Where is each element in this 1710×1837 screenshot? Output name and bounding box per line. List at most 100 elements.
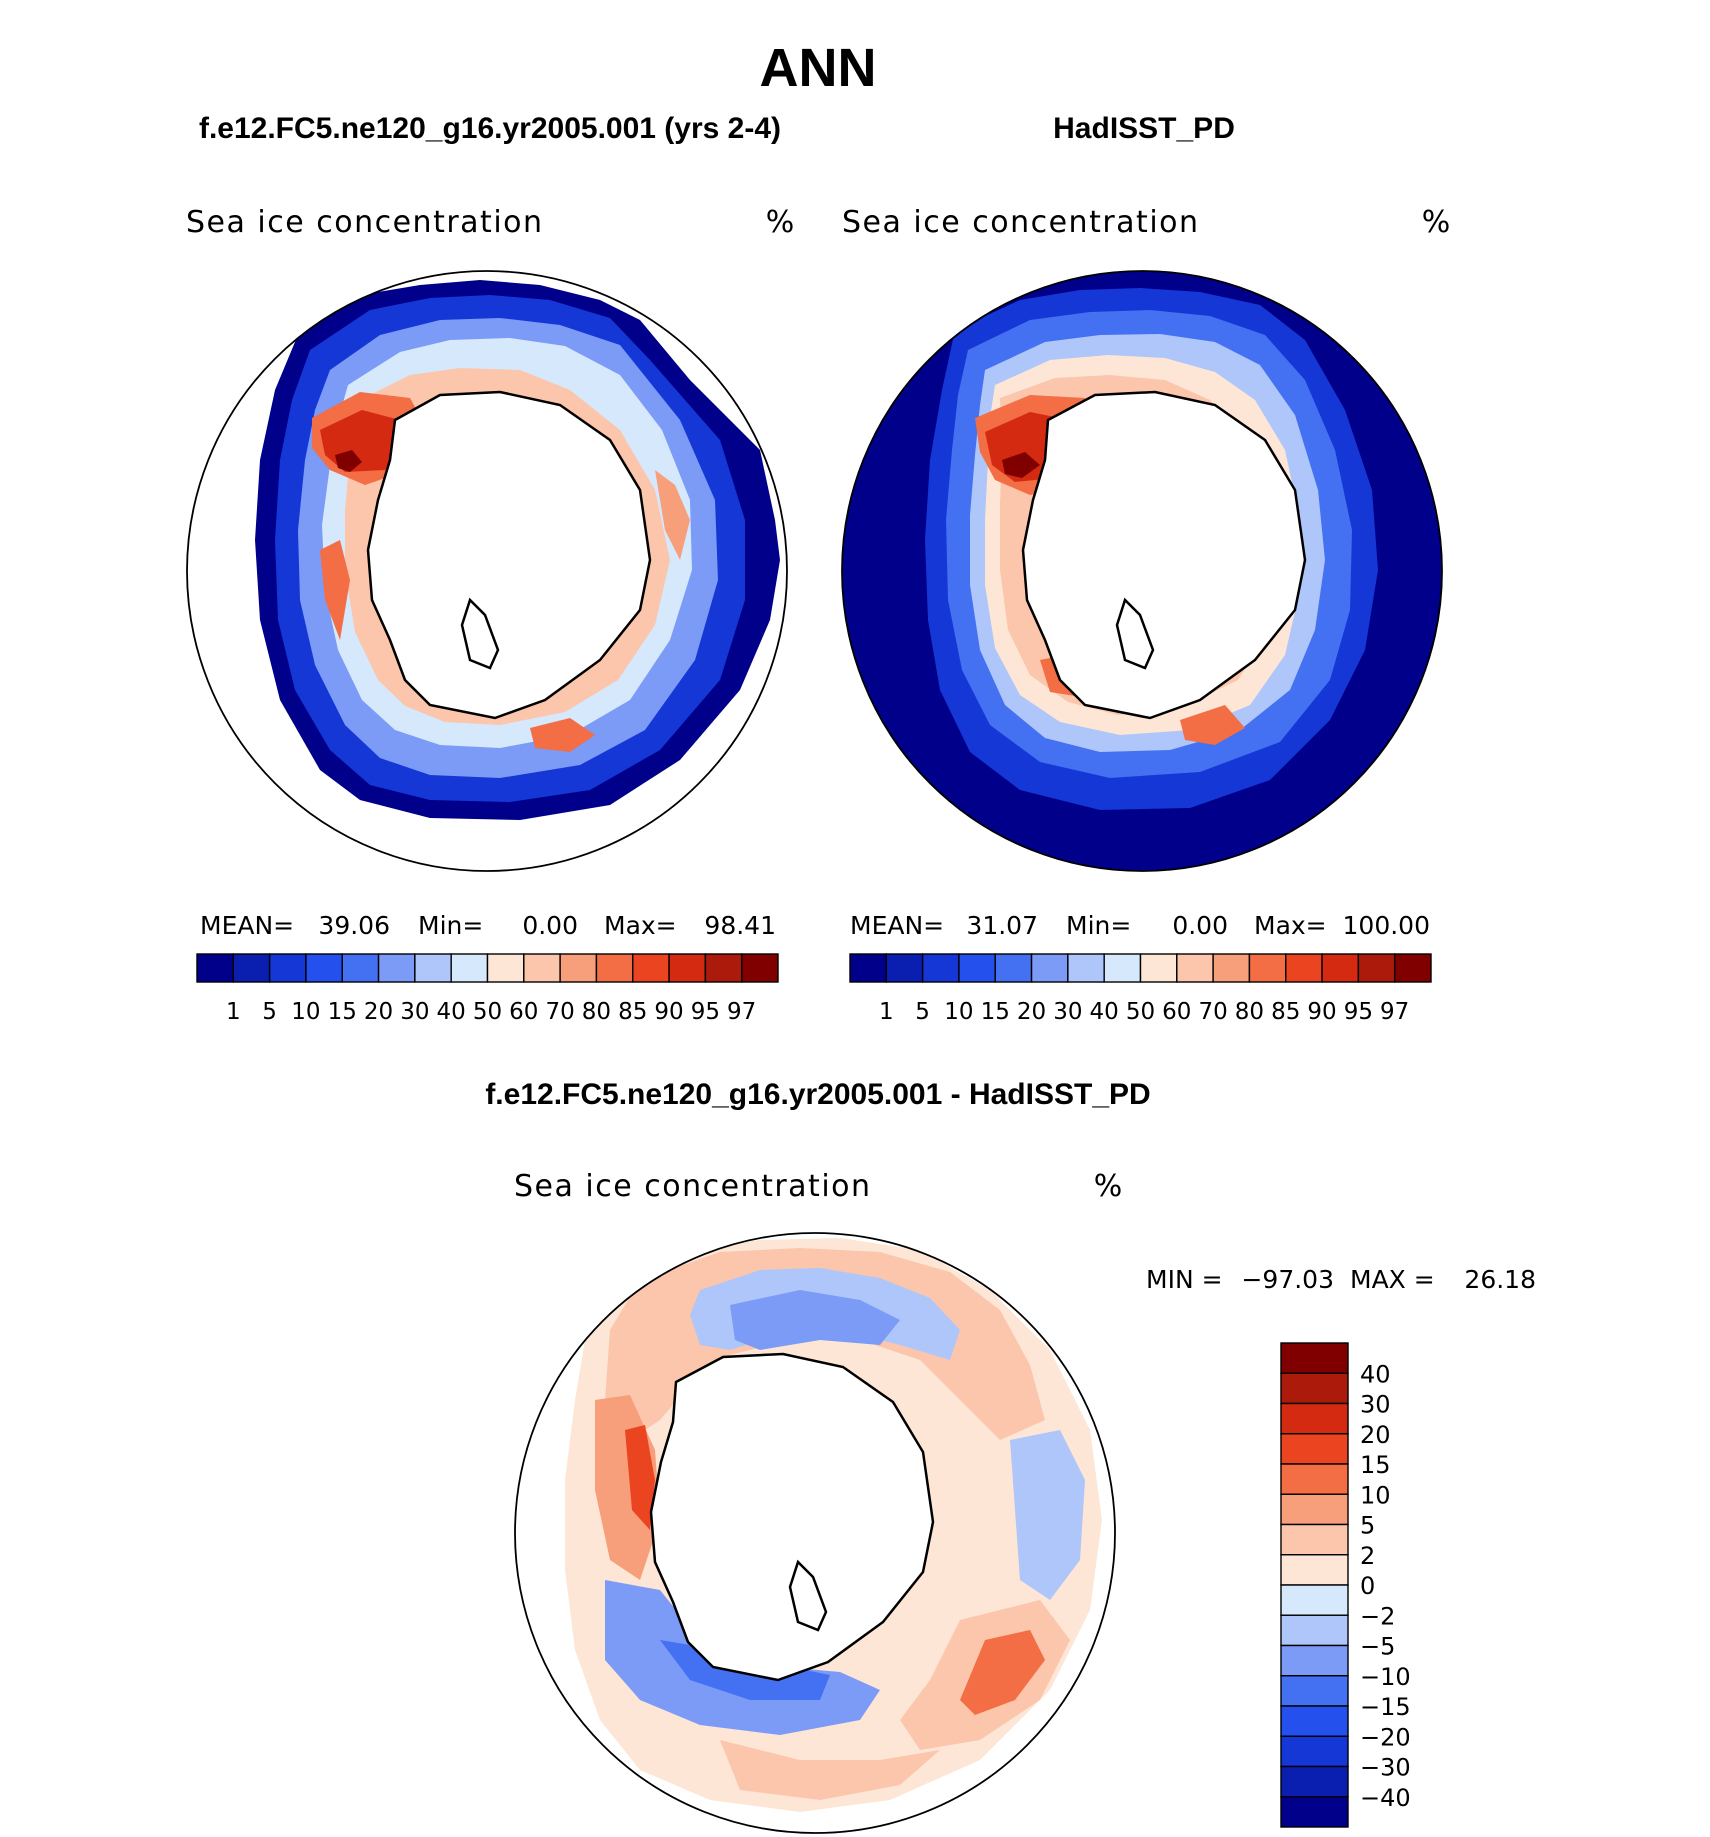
stat-value-max-diff: 26.18 xyxy=(1464,1265,1536,1294)
colorbar-diff-box xyxy=(1280,1554,1349,1586)
colorbar-obs-box xyxy=(1176,953,1214,983)
colorbar-model: 1 5 10 15 20 30 40 50 60 70 80 85 90 95 97 xyxy=(196,953,779,1025)
colorbar-model-tick: 80 xyxy=(582,999,611,1025)
stats-model: MEAN= 39.06 Min= 0.00 Max= 98.41 xyxy=(200,911,776,940)
map-obs xyxy=(841,270,1443,872)
colorbar-obs-tick: 85 xyxy=(1271,999,1300,1025)
colorbar-diff-tick: −40 xyxy=(1360,1784,1411,1812)
colorbar-model-tick: 70 xyxy=(545,999,574,1025)
colorbar-model-box xyxy=(232,953,271,983)
colorbar-model-box xyxy=(740,953,779,983)
colorbar-model-tick: 60 xyxy=(509,999,538,1025)
colorbar-obs-box xyxy=(921,953,960,983)
colorbar-obs-box xyxy=(1321,953,1360,983)
units-label-diff: % xyxy=(1094,1169,1123,1204)
colorbar-model-tick: 50 xyxy=(473,999,502,1025)
colorbar-obs-box xyxy=(1139,953,1178,983)
variable-label-diff: Sea ice concentration xyxy=(514,1169,872,1204)
colorbar-model-box xyxy=(668,953,707,983)
panel-title-model: f.e12.FC5.ne120_g16.yr2005.001 (yrs 2-4) xyxy=(199,112,781,145)
colorbar-obs-box xyxy=(1393,953,1432,983)
colorbar-obs-tick: 70 xyxy=(1198,999,1227,1025)
colorbar-model-tick: 40 xyxy=(437,999,466,1025)
colorbar-model-box xyxy=(341,953,380,983)
colorbar-model-box xyxy=(414,953,452,983)
map-diff xyxy=(514,1232,1116,1834)
stat-value-mean-obs: 31.07 xyxy=(966,911,1038,940)
colorbar-diff-box xyxy=(1280,1765,1349,1798)
panel-title-obs: HadISST_PD xyxy=(1053,112,1235,145)
colorbar-diff-box xyxy=(1280,1342,1349,1374)
colorbar-diff-box xyxy=(1280,1493,1349,1526)
colorbar-obs-tick: 5 xyxy=(915,999,930,1025)
colorbar-obs-tick: 90 xyxy=(1307,999,1336,1025)
colorbar-diff-box xyxy=(1280,1584,1349,1616)
panel-title-diff: f.e12.FC5.ne120_g16.yr2005.001 - HadISST… xyxy=(485,1078,1150,1111)
colorbar-model-tick: 10 xyxy=(291,999,320,1025)
stat-value-max-obs: 100.00 xyxy=(1343,911,1430,940)
colorbar-model-tick: 95 xyxy=(691,999,720,1025)
colorbar-diff-tick: −10 xyxy=(1360,1663,1411,1691)
colorbar-obs-box xyxy=(1285,953,1323,983)
colorbar-obs-box xyxy=(1212,953,1251,983)
colorbar-obs-box xyxy=(1030,953,1069,983)
colorbar-model-tick: 5 xyxy=(262,999,277,1025)
colorbar-model-tick: 90 xyxy=(654,999,683,1025)
colorbar-model-box xyxy=(523,953,561,983)
colorbar-model-tick: 30 xyxy=(400,999,429,1025)
stat-label-min-diff: MIN = xyxy=(1146,1265,1223,1294)
colorbar-model-box xyxy=(486,953,525,983)
colorbar-diff-tick: 30 xyxy=(1360,1391,1391,1419)
stat-label-mean-model: MEAN= xyxy=(200,911,294,940)
colorbar-diff-box xyxy=(1280,1463,1349,1495)
colorbar-diff-box xyxy=(1280,1402,1349,1435)
figure-title: ANN xyxy=(760,38,877,98)
colorbar-model-box xyxy=(377,953,416,983)
colorbar-model-tick: 1 xyxy=(226,999,241,1025)
colorbar-model-box xyxy=(595,953,634,983)
colorbar-obs-box xyxy=(1248,953,1287,983)
colorbar-diff-tick: 20 xyxy=(1360,1421,1391,1449)
colorbar-obs-tick: 60 xyxy=(1162,999,1191,1025)
colorbar-diff-box xyxy=(1280,1644,1349,1677)
units-label-obs: % xyxy=(1422,205,1451,240)
colorbar-obs-tick: 40 xyxy=(1090,999,1119,1025)
colorbar-model-tick: 85 xyxy=(618,999,647,1025)
colorbar-obs-tick: 80 xyxy=(1235,999,1264,1025)
colorbar-model-tick: 97 xyxy=(727,999,756,1025)
colorbar-model-tick: 15 xyxy=(328,999,357,1025)
colorbar-obs-box xyxy=(1067,953,1105,983)
colorbar-obs-box xyxy=(1357,953,1396,983)
stat-label-max-obs: Max= xyxy=(1254,911,1327,940)
variable-label-model: Sea ice concentration xyxy=(186,205,544,240)
stat-value-min-diff: −97.03 xyxy=(1241,1265,1334,1294)
colorbar-obs-tick: 20 xyxy=(1017,999,1046,1025)
colorbar-model-box xyxy=(632,953,670,983)
colorbar-diff-tick: −5 xyxy=(1360,1633,1395,1661)
colorbar-diff-tick: 10 xyxy=(1360,1481,1391,1509)
map-model xyxy=(186,270,788,872)
colorbar-diff-tick: −2 xyxy=(1360,1602,1395,1630)
colorbar-obs-box xyxy=(1103,953,1142,983)
colorbar-diff-box xyxy=(1280,1523,1349,1556)
stats-diff: MIN = −97.03 MAX = 26.18 xyxy=(1146,1265,1536,1294)
colorbar-diff-tick: 5 xyxy=(1360,1512,1375,1540)
colorbar-diff-box xyxy=(1280,1372,1349,1405)
colorbar-diff-box xyxy=(1280,1433,1349,1465)
colorbar-model-box xyxy=(450,953,489,983)
colorbar-diff-tick: 0 xyxy=(1360,1572,1375,1600)
stat-value-min-obs: 0.00 xyxy=(1172,911,1228,940)
stats-obs: MEAN= 31.07 Min= 0.00 Max= 100.00 xyxy=(850,911,1430,940)
colorbar-diff-box xyxy=(1280,1614,1349,1647)
colorbar-diff-tick: 40 xyxy=(1360,1360,1391,1388)
colorbar-obs-tick: 10 xyxy=(944,999,973,1025)
colorbar-model-tick: 20 xyxy=(364,999,393,1025)
stat-label-min-model: Min= xyxy=(418,911,483,940)
colorbar-obs-tick: 15 xyxy=(981,999,1010,1025)
stat-value-min-model: 0.00 xyxy=(522,911,578,940)
colorbar-obs-box xyxy=(994,953,1033,983)
colorbar-obs-tick: 97 xyxy=(1380,999,1409,1025)
colorbar-obs-box xyxy=(885,953,924,983)
